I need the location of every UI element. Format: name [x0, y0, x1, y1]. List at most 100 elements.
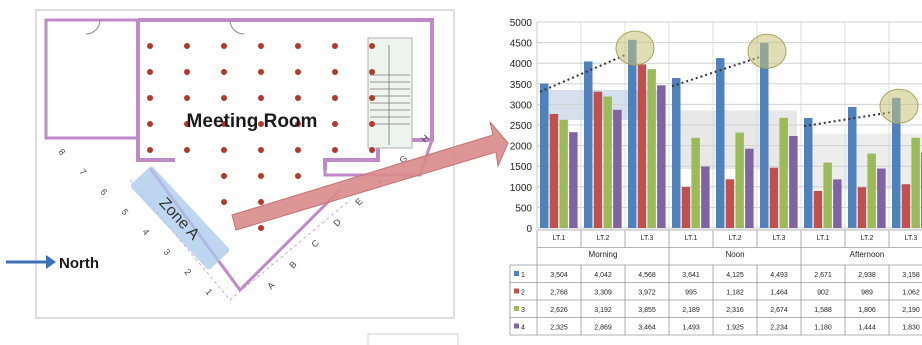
highlight-ellipse: [615, 30, 655, 66]
bar-series-4: [701, 166, 710, 228]
ceiling-light: [369, 121, 375, 127]
diagonal-grid: [129, 179, 351, 301]
y-axis-ticks: 0 500 1000 1500 2000 2500 3000 3500 4000 4500 5000: [510, 18, 533, 235]
x-group-label: Morning: [589, 250, 618, 259]
edge-label-right: A: [265, 280, 276, 291]
bar-series-2: [857, 187, 867, 228]
x-axis-categories: LT.1 LT.2 LT.3 LT.1 LT.2 LT.3 LT.1 LT.2 LT.3 Morn…: [553, 235, 918, 259]
bar-series-2: [593, 91, 603, 229]
bar-series-4: [657, 85, 666, 228]
legend-swatch: [514, 271, 519, 276]
table-cell: 1,830: [902, 325, 920, 332]
highlight-band: [805, 133, 922, 190]
ceiling-light: [184, 43, 190, 49]
x-category-label: LT.2: [861, 235, 874, 242]
bar-series-3: [911, 137, 920, 228]
bar-series-4: [613, 109, 622, 228]
bar-series-3: [823, 162, 832, 228]
ceiling-light: [295, 95, 301, 101]
y-tick-label: 1500: [510, 162, 533, 173]
door-arc-1: [85, 19, 101, 35]
highlight-band: [541, 89, 665, 121]
ceiling-light: [369, 147, 375, 153]
ceiling-light: [258, 69, 264, 75]
y-tick-label: 500: [515, 203, 532, 214]
bar-series-2: [549, 113, 559, 228]
legend-swatch: [514, 288, 519, 294]
ceiling-light: [295, 173, 301, 179]
ceiling-light: [332, 43, 338, 49]
ceiling-light: [147, 121, 153, 127]
trend-line: [803, 111, 892, 128]
ceiling-light: [221, 95, 227, 101]
bar-series-1: [804, 117, 813, 228]
x-category-label: LT.3: [773, 235, 786, 242]
ceiling-light: [221, 173, 227, 179]
ceiling-light: [295, 69, 301, 75]
x-category-label: LT.3: [905, 235, 918, 242]
edge-label-left: 3: [161, 247, 172, 257]
table-cell: 3,464: [638, 325, 656, 332]
north-arrow-icon: [6, 255, 56, 269]
ceiling-light: [369, 95, 375, 101]
ceiling-light: [221, 69, 227, 75]
bar-series-2: [813, 190, 823, 228]
table-cell: 2,768: [550, 290, 568, 297]
legend-label: 2: [521, 290, 525, 297]
bar-series-1: [848, 106, 857, 228]
table-cell: 2,316: [726, 307, 744, 314]
edge-label-right: B: [287, 259, 298, 270]
y-tick-label: 2000: [510, 142, 533, 153]
table-cell: 3,192: [594, 307, 612, 314]
ceiling-light: [332, 147, 338, 153]
chart-gridlines: [536, 21, 922, 229]
edge-label-left: 1: [203, 287, 214, 297]
bar-series-4: [569, 132, 578, 228]
y-tick-label: 3500: [510, 80, 533, 91]
bar-series-1: [584, 61, 593, 228]
bar-series-3: [647, 69, 656, 228]
bar-series-2: [725, 179, 735, 228]
ceiling-light: [147, 95, 153, 101]
bar-series-2: [637, 64, 647, 228]
table-cell: 3,309: [594, 290, 612, 297]
edge-label-left: 7: [77, 167, 88, 177]
table-cell: 3,158: [902, 272, 920, 279]
x-category-label: LT.2: [729, 235, 742, 242]
ceiling-light: [369, 43, 375, 49]
ceiling-light: [295, 43, 301, 49]
trend-line: [539, 53, 628, 93]
bar-series-1: [540, 83, 549, 229]
ceiling-light: [258, 95, 264, 101]
table-cell: 2,671: [814, 272, 832, 279]
table-cell: 1,493: [682, 325, 700, 332]
bar-series-2: [901, 184, 911, 228]
table-cell: 2,674: [770, 307, 788, 314]
north-label: North: [59, 255, 99, 272]
table-cell: 989: [861, 290, 873, 297]
ceiling-light: [184, 147, 190, 153]
bar-series-4: [833, 179, 842, 228]
y-tick-label: 1000: [510, 183, 533, 194]
bar-series-4: [745, 148, 754, 228]
table-cell: 4,493: [770, 272, 788, 279]
bar-series-2: [769, 167, 779, 228]
legend-label: 3: [521, 307, 525, 314]
ceiling-light: [295, 147, 301, 153]
stair-block: [367, 37, 413, 149]
ceiling-light: [258, 43, 264, 49]
highlight-ellipse: [879, 88, 919, 124]
table-cell: 2,325: [550, 325, 568, 332]
table-cell: 2,234: [770, 325, 788, 332]
room-label: Meeting Room: [187, 111, 318, 132]
ceiling-light: [184, 121, 190, 127]
door-arc-2: [229, 19, 245, 35]
x-group-label: Noon: [725, 250, 744, 259]
bar-series-1: [716, 58, 725, 228]
bar-series-3: [691, 137, 700, 228]
x-category-label: LT.1: [685, 235, 698, 242]
ceiling-light: [184, 69, 190, 75]
bar-series-4: [877, 168, 886, 228]
table-cell: 2,189: [682, 307, 700, 314]
x-category-label: LT.2: [597, 235, 610, 242]
